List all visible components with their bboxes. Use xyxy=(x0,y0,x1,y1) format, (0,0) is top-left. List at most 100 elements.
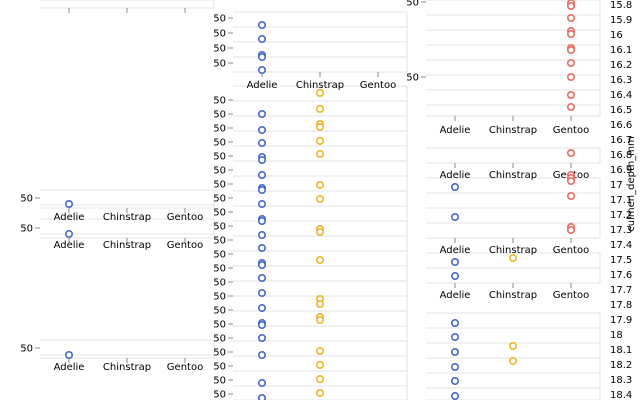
y-tick-label: 50 xyxy=(213,278,226,289)
x-tick-label: Gentoo xyxy=(553,125,589,136)
x-tick-label: Adelie xyxy=(440,245,471,256)
data-point-adelie xyxy=(257,20,266,29)
y-tick-label: 50 xyxy=(213,29,226,40)
data-point-adelie xyxy=(257,244,266,253)
facet-level-label: 17.3 xyxy=(610,225,632,236)
data-point-chinstrap xyxy=(315,346,324,355)
data-point-chinstrap xyxy=(315,89,324,98)
facet-level-label: 16.5 xyxy=(610,105,632,116)
data-point-chinstrap xyxy=(315,360,324,369)
data-point-chinstrap xyxy=(315,137,324,146)
data-point-adelie xyxy=(258,394,266,400)
facet-level-label: 16.6 xyxy=(610,120,632,131)
x-tick-label: Chinstrap xyxy=(489,290,537,301)
y-tick-label: 50 xyxy=(20,224,33,235)
data-point-chinstrap xyxy=(508,356,517,365)
facet-level-label: 16.2 xyxy=(610,60,632,71)
data-point-adelie xyxy=(257,66,266,75)
y-tick-label: 50 xyxy=(213,138,226,149)
y-tick-label: 50 xyxy=(20,344,33,355)
data-point-adelie xyxy=(257,320,266,329)
facet-level-label: 17.4 xyxy=(610,240,632,251)
data-point-adelie xyxy=(65,350,74,359)
data-point-chinstrap xyxy=(315,105,324,114)
facet-level-label: 17.1 xyxy=(610,195,632,206)
data-point-adelie xyxy=(257,110,266,119)
data-point-adelie xyxy=(257,52,266,61)
x-tick-label: Chinstrap xyxy=(489,245,537,256)
x-tick-label: Adelie xyxy=(440,125,471,136)
x-tick-label: Chinstrap xyxy=(103,212,151,223)
data-point-adelie xyxy=(450,183,459,192)
facet-level-label: 17.7 xyxy=(610,285,632,296)
data-point-adelie xyxy=(257,288,266,297)
y-tick-label: 50 xyxy=(213,376,226,387)
facet-title: culmen_depth_mm xyxy=(626,136,637,231)
facet-level-label: 17.9 xyxy=(610,315,632,326)
facet-level-label: 18.2 xyxy=(610,360,632,371)
facet-level-label: 16.8 xyxy=(610,150,632,161)
x-tick-label: Chinstrap xyxy=(103,362,151,373)
data-point-chinstrap xyxy=(315,388,324,397)
data-point-chinstrap xyxy=(315,255,324,264)
data-point-adelie xyxy=(257,171,266,180)
data-point-gentoo xyxy=(566,58,575,67)
y-tick-label: 50 xyxy=(213,208,226,219)
facet-level-label: 17.8 xyxy=(610,300,632,311)
x-tick-label: Gentoo xyxy=(360,80,396,91)
facet-level-label: 16.1 xyxy=(610,45,632,56)
data-point-adelie xyxy=(257,217,266,226)
y-tick-label: 50 xyxy=(213,362,226,373)
data-point-gentoo xyxy=(566,149,575,158)
facet-level-label: 16.9 xyxy=(610,165,632,176)
y-tick-label: 50 xyxy=(213,250,226,261)
y-tick-label: 50 xyxy=(213,44,226,55)
x-tick-label: Adelie xyxy=(54,362,85,373)
y-tick-label: 50 xyxy=(213,59,226,70)
data-point-gentoo xyxy=(566,226,575,235)
x-tick-label: Adelie xyxy=(54,212,85,223)
y-tick-label: 50 xyxy=(213,348,226,359)
x-tick-label: Gentoo xyxy=(553,290,589,301)
y-tick-label: 50 xyxy=(213,124,226,135)
axes: Adelie Chinstrap Gentoo 50 Adelie Chinstrap Ge… xyxy=(20,0,589,400)
data-point-chinstrap xyxy=(315,123,324,132)
y-tick-label: 50 xyxy=(213,194,226,205)
y-tick-label: 50 xyxy=(213,96,226,107)
data-point-adelie xyxy=(257,126,266,135)
data-point-chinstrap xyxy=(508,341,517,350)
y-tick-label: 50 xyxy=(213,180,226,191)
data-point-adelie xyxy=(450,271,459,280)
x-tick-label: Chinstrap xyxy=(103,240,151,251)
data-point-adelie xyxy=(257,186,266,195)
data-point-chinstrap xyxy=(315,195,324,204)
facet-level-label: 17.5 xyxy=(610,255,632,266)
data-point-adelie xyxy=(257,139,266,148)
y-tick-label: 50 xyxy=(20,194,33,205)
data-point-gentoo xyxy=(566,177,575,186)
data-point-gentoo xyxy=(566,192,575,201)
data-point-adelie xyxy=(257,156,266,165)
data-point-adelie xyxy=(257,273,266,282)
x-tick-label: Adelie xyxy=(440,290,471,301)
facet-level-label: 16.7 xyxy=(610,135,632,146)
y-tick-label: 50 xyxy=(213,292,226,303)
data-point-adelie xyxy=(257,34,266,43)
data-point-chinstrap xyxy=(315,181,324,190)
y-tick-label: 50 xyxy=(213,334,226,345)
data-point-gentoo xyxy=(566,103,575,112)
x-tick-label: Gentoo xyxy=(553,245,589,256)
y-tick-label: 50 xyxy=(213,236,226,247)
y-tick-label: 50 xyxy=(213,306,226,317)
facet-level-label: 16 xyxy=(610,30,623,41)
data-point-adelie xyxy=(450,391,459,400)
y-tick-label: 50 xyxy=(213,14,226,25)
y-tick-label: 50 xyxy=(213,320,226,331)
facet-level-label: 17 xyxy=(610,180,623,191)
x-tick-label: Gentoo xyxy=(167,212,203,223)
data-point-adelie xyxy=(450,347,459,356)
facet-level-label: 18 xyxy=(610,330,623,341)
data-point-adelie xyxy=(257,231,266,240)
data-point-chinstrap xyxy=(315,315,324,324)
